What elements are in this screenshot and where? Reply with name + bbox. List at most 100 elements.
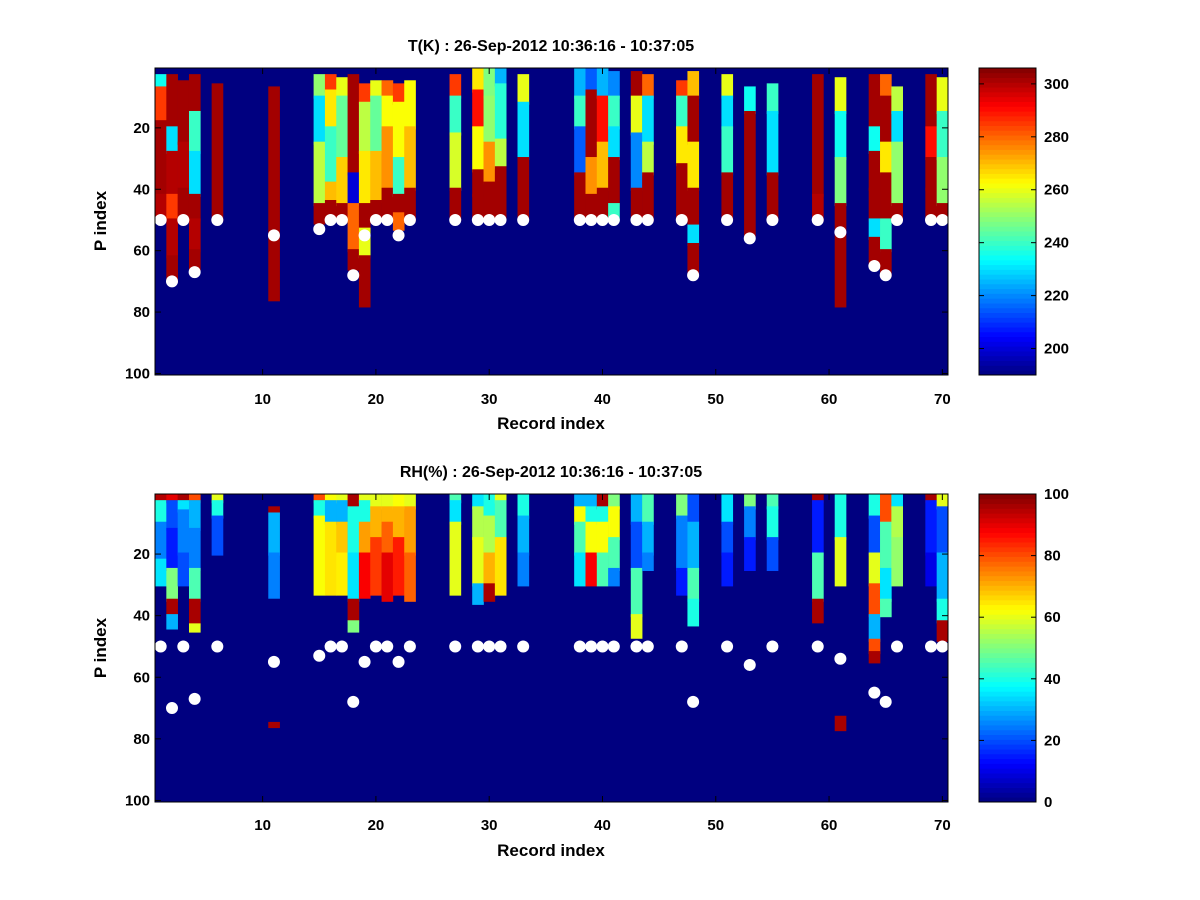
heatmap-cell: [370, 506, 382, 541]
colorbar-band: [979, 604, 1036, 610]
heatmap-cell: [687, 71, 700, 99]
temperature-surface-marker: [585, 213, 598, 226]
heatmap-cell: [608, 537, 620, 571]
heatmap-cell: [336, 552, 348, 596]
heatmap-cell: [642, 552, 654, 571]
colorbar-band: [979, 643, 1036, 649]
heatmap-cell: [404, 506, 416, 556]
temperature-column-41: [608, 71, 620, 222]
humidity-surface-marker: [743, 658, 756, 671]
temperature-column-3: [177, 80, 190, 222]
heatmap-cell: [936, 598, 949, 624]
heatmap-cell: [585, 68, 598, 93]
colorbar-band: [979, 513, 1036, 519]
temperature-surface-marker: [834, 226, 847, 239]
colorbar-band: [979, 269, 1036, 275]
heatmap-cell: [574, 68, 586, 99]
colorbar-tick-label: 20: [1044, 732, 1061, 749]
colorbar-band: [979, 609, 1036, 615]
heatmap-cell: [358, 150, 371, 207]
heatmap-cell: [472, 537, 484, 587]
heatmap-cell: [868, 494, 881, 519]
heatmap-cell: [166, 598, 178, 618]
temperature-column-20: [370, 80, 382, 222]
x-tick-label: 10: [254, 391, 271, 408]
colorbar-band: [979, 226, 1036, 232]
heatmap-cell: [676, 126, 688, 167]
colorbar-band: [979, 336, 1036, 342]
humidity-surface-marker: [188, 692, 201, 705]
heatmap-cell: [608, 157, 620, 207]
colorbar-band: [979, 580, 1036, 586]
heatmap-cell: [166, 218, 178, 259]
humidity-column-30: [483, 494, 496, 602]
heatmap-cell: [188, 598, 201, 627]
colorbar-band: [979, 652, 1036, 659]
colorbar-band: [979, 672, 1036, 678]
colorbar-band: [979, 77, 1036, 83]
heatmap-cell: [630, 187, 643, 222]
heatmap-cell: [687, 224, 700, 247]
temperature-heatmap: [154, 67, 949, 376]
heatmap-cell: [211, 500, 224, 519]
heatmap-cell: [721, 172, 734, 222]
heatmap-cell: [358, 500, 371, 525]
temperature-surface-marker: [347, 269, 360, 282]
heatmap-cell: [676, 95, 688, 130]
heatmap-cell: [868, 638, 881, 655]
heatmap-cell: [891, 110, 903, 145]
colorbar-band: [979, 599, 1036, 606]
heatmap-cell: [449, 187, 462, 222]
heatmap-cell: [268, 86, 280, 302]
temperature-surface-marker: [675, 213, 688, 226]
temperature-panel: T(K) : 26-Sep-2012 10:36:16 - 10:37:05 1…: [91, 38, 1069, 433]
heatmap-cell: [812, 193, 824, 222]
humidity-surface-marker: [811, 640, 824, 653]
heatmap-cell: [313, 203, 326, 225]
heatmap-cell: [880, 598, 892, 618]
heatmap-cell: [324, 500, 337, 525]
humidity-column-1: [155, 494, 167, 587]
colorbar-band: [979, 691, 1036, 697]
temperature-surface-marker: [267, 229, 280, 242]
humidity-column-6: [211, 494, 224, 556]
colorbar-band: [979, 498, 1036, 505]
temperature-column-55: [766, 83, 779, 222]
heatmap-cell: [596, 141, 609, 191]
colorbar-band: [979, 360, 1036, 366]
colorbar-band: [979, 279, 1036, 285]
heatmap-cell: [324, 521, 337, 596]
colorbar-band: [979, 522, 1036, 529]
heatmap-cell: [517, 157, 530, 222]
humidity-surface-marker: [211, 640, 224, 653]
heatmap-cell: [687, 141, 700, 191]
heatmap-cell: [166, 500, 178, 531]
heatmap-cell: [936, 110, 949, 161]
humidity-column-65: [880, 494, 892, 618]
humidity-column-3: [177, 494, 190, 587]
temperature-surface-marker: [494, 213, 507, 226]
temperature-surface-marker: [891, 213, 904, 226]
heatmap-cell: [721, 95, 734, 130]
humidity-surface-marker: [369, 640, 382, 653]
heatmap-cell: [188, 494, 201, 504]
colorbar-band: [979, 648, 1036, 654]
humidity-surface-marker: [358, 655, 371, 668]
heatmap-cell: [721, 521, 734, 556]
colorbar-band: [979, 758, 1036, 764]
colorbar-band: [979, 303, 1036, 309]
colorbar-band: [979, 91, 1036, 98]
heatmap-cell: [891, 506, 903, 541]
heatmap-cell: [585, 506, 598, 525]
heatmap-cell: [834, 715, 847, 732]
humidity-surface-marker: [449, 640, 462, 653]
colorbar-band: [979, 207, 1036, 213]
x-tick-label: 40: [594, 391, 611, 408]
humidity-column-29: [472, 494, 484, 605]
humidity-surface-marker: [335, 640, 348, 653]
heatmap-cell: [687, 95, 700, 145]
x-tick-label: 30: [481, 817, 498, 834]
temperature-surface-marker: [517, 213, 530, 226]
x-tick-label: 50: [707, 391, 724, 408]
temperature-column-40: [596, 68, 609, 222]
